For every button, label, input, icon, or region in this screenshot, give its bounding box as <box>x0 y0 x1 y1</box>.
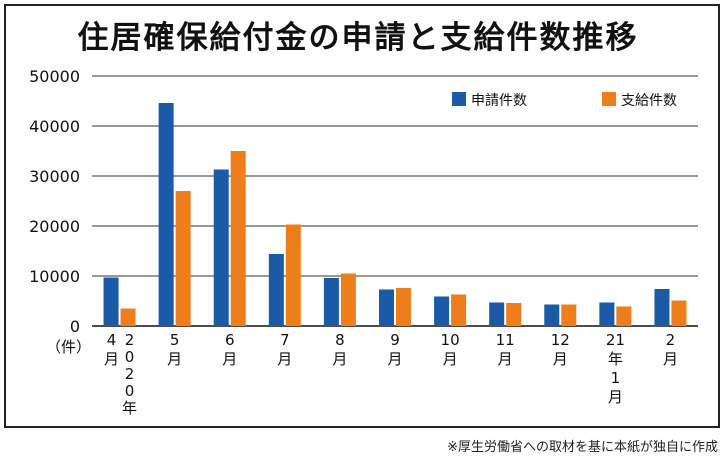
x-tick-label: 9 <box>390 331 400 349</box>
x-year-label: 0 <box>125 348 135 366</box>
x-tick-label: 11 <box>496 331 515 349</box>
bar-payments <box>340 273 356 326</box>
bar-payments <box>671 300 687 326</box>
chart-title: 住居確保給付金の申請と支給件数推移 <box>77 20 639 56</box>
bar-payments <box>561 304 577 326</box>
x-tick-label: 年 <box>608 350 623 368</box>
bar-applications <box>379 289 394 326</box>
bar-applications <box>489 302 505 326</box>
bar-applications <box>323 278 339 326</box>
x-tick-label: 月 <box>104 350 119 368</box>
y-tick-label: 30000 <box>29 167 80 186</box>
x-year-label: 0 <box>125 382 135 400</box>
bar-applications <box>599 302 615 326</box>
x-tick-label: 21 <box>606 331 625 349</box>
x-tick-label: 2 <box>666 331 676 349</box>
y-tick-label: 10000 <box>29 267 80 286</box>
x-tick-label: 4 <box>107 331 117 349</box>
x-tick-label: 月 <box>222 350 237 368</box>
x-tick-label: 月 <box>608 388 623 406</box>
x-tick-label: 5 <box>170 331 180 349</box>
x-tick-label: 月 <box>443 350 458 368</box>
x-tick-label: 月 <box>553 350 568 368</box>
x-tick-label: 1 <box>611 369 621 387</box>
x-tick-label: 月 <box>277 350 292 368</box>
bar-payments <box>285 224 301 326</box>
x-tick-label: 10 <box>441 331 460 349</box>
x-year-label: 2 <box>125 365 135 383</box>
bar-payments <box>506 303 522 326</box>
x-tick-label: 12 <box>551 331 570 349</box>
chart-frame <box>4 4 720 428</box>
source-note: ※厚生労働省への取材を基に本紙が独自に作成 <box>447 440 718 455</box>
bar-payments <box>451 294 467 326</box>
x-tick-label: 7 <box>280 331 290 349</box>
bar-payments <box>396 288 411 326</box>
x-year-label: 2 <box>125 331 135 349</box>
x-tick-label: 月 <box>498 350 513 368</box>
bar-applications <box>103 277 119 326</box>
legend-label-payments: 支給件数 <box>621 93 677 109</box>
x-year-label: 年 <box>122 399 137 417</box>
x-tick-label: 月 <box>663 350 678 368</box>
y-tick-label: 0 <box>70 317 80 336</box>
x-tick-label: 月 <box>332 350 347 368</box>
bar-payments <box>230 151 246 326</box>
y-tick-label: 40000 <box>29 117 80 136</box>
bar-applications <box>158 103 174 326</box>
legend-swatch-applications <box>452 92 466 106</box>
bar-payments <box>616 306 632 326</box>
y-tick-label: 50000 <box>29 67 80 86</box>
bar-applications <box>268 254 284 326</box>
bar-applications <box>654 289 670 326</box>
y-tick-label: 20000 <box>29 217 80 236</box>
bar-applications <box>544 304 560 326</box>
y-unit-label: （件） <box>46 338 91 356</box>
legend-swatch-payments <box>602 92 616 106</box>
bar-applications <box>213 169 229 326</box>
bar-payments <box>175 191 191 326</box>
x-tick-label: 6 <box>225 331 235 349</box>
bar-applications <box>434 296 450 326</box>
x-tick-label: 8 <box>335 331 345 349</box>
x-tick-label: 月 <box>167 350 182 368</box>
bar-payments <box>120 308 136 326</box>
x-tick-label: 月 <box>387 350 402 368</box>
legend-label-applications: 申請件数 <box>471 93 527 109</box>
